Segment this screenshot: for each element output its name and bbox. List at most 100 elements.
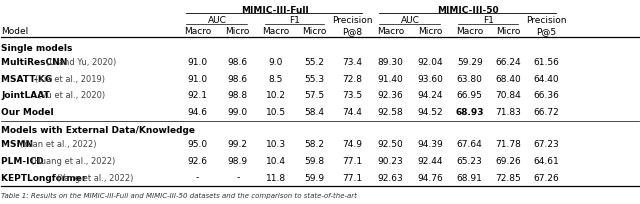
Text: F1: F1 bbox=[483, 16, 494, 25]
Text: 58.4: 58.4 bbox=[304, 108, 324, 116]
Text: KEPTLongformer: KEPTLongformer bbox=[1, 173, 90, 182]
Text: JointLAAT: JointLAAT bbox=[1, 91, 53, 100]
Text: MSATT-KG: MSATT-KG bbox=[1, 75, 56, 83]
Text: 73.5: 73.5 bbox=[342, 91, 363, 100]
Text: 94.76: 94.76 bbox=[417, 173, 443, 182]
Text: 11.8: 11.8 bbox=[266, 173, 286, 182]
Text: 66.24: 66.24 bbox=[495, 58, 521, 67]
Text: Micro: Micro bbox=[302, 27, 326, 36]
Text: 89.30: 89.30 bbox=[378, 58, 404, 67]
Text: 92.50: 92.50 bbox=[378, 140, 404, 149]
Text: 8.5: 8.5 bbox=[269, 75, 284, 83]
Text: 92.63: 92.63 bbox=[378, 173, 404, 182]
Text: 94.39: 94.39 bbox=[417, 140, 443, 149]
Text: 91.0: 91.0 bbox=[188, 58, 208, 67]
Text: (Yuan et al., 2022): (Yuan et al., 2022) bbox=[20, 140, 97, 149]
Text: Precision: Precision bbox=[526, 16, 566, 25]
Text: 66.95: 66.95 bbox=[457, 91, 483, 100]
Text: 68.91: 68.91 bbox=[457, 173, 483, 182]
Text: 92.44: 92.44 bbox=[417, 156, 443, 165]
Text: 61.56: 61.56 bbox=[533, 58, 559, 67]
Text: Micro: Micro bbox=[418, 27, 442, 36]
Text: 65.23: 65.23 bbox=[457, 156, 483, 165]
Text: 98.6: 98.6 bbox=[228, 58, 248, 67]
Text: 71.83: 71.83 bbox=[495, 108, 521, 116]
Text: 73.4: 73.4 bbox=[342, 58, 362, 67]
Text: 93.60: 93.60 bbox=[417, 75, 443, 83]
Text: 67.26: 67.26 bbox=[533, 173, 559, 182]
Text: 92.6: 92.6 bbox=[188, 156, 207, 165]
Text: 57.5: 57.5 bbox=[304, 91, 324, 100]
Text: -: - bbox=[196, 173, 199, 182]
Text: 63.80: 63.80 bbox=[457, 75, 483, 83]
Text: 94.24: 94.24 bbox=[417, 91, 443, 100]
Text: 72.8: 72.8 bbox=[342, 75, 362, 83]
Text: 55.3: 55.3 bbox=[304, 75, 324, 83]
Text: 99.0: 99.0 bbox=[228, 108, 248, 116]
Text: 10.3: 10.3 bbox=[266, 140, 286, 149]
Text: 64.40: 64.40 bbox=[533, 75, 559, 83]
Text: 58.2: 58.2 bbox=[304, 140, 324, 149]
Text: Our Model: Our Model bbox=[1, 108, 54, 116]
Text: 92.58: 92.58 bbox=[378, 108, 404, 116]
Text: 68.93: 68.93 bbox=[456, 108, 484, 116]
Text: 9.0: 9.0 bbox=[269, 58, 284, 67]
Text: 99.2: 99.2 bbox=[228, 140, 248, 149]
Text: 98.8: 98.8 bbox=[228, 91, 248, 100]
Text: 92.36: 92.36 bbox=[378, 91, 404, 100]
Text: 98.9: 98.9 bbox=[228, 156, 248, 165]
Text: Macro: Macro bbox=[456, 27, 483, 36]
Text: 10.2: 10.2 bbox=[266, 91, 286, 100]
Text: AUC: AUC bbox=[208, 16, 227, 25]
Text: 94.6: 94.6 bbox=[188, 108, 207, 116]
Text: 95.0: 95.0 bbox=[188, 140, 208, 149]
Text: Model: Model bbox=[1, 27, 29, 36]
Text: Precision: Precision bbox=[332, 16, 372, 25]
Text: 10.4: 10.4 bbox=[266, 156, 286, 165]
Text: (Li and Yu, 2020): (Li and Yu, 2020) bbox=[45, 58, 116, 67]
Text: (Yang et al., 2022): (Yang et al., 2022) bbox=[57, 173, 133, 182]
Text: 74.4: 74.4 bbox=[342, 108, 362, 116]
Text: 67.23: 67.23 bbox=[533, 140, 559, 149]
Text: MIMIC-III-Full: MIMIC-III-Full bbox=[241, 6, 308, 15]
Text: 59.8: 59.8 bbox=[304, 156, 324, 165]
Text: Micro: Micro bbox=[496, 27, 520, 36]
Text: 90.23: 90.23 bbox=[378, 156, 404, 165]
Text: MSMN: MSMN bbox=[1, 140, 36, 149]
Text: 92.1: 92.1 bbox=[188, 91, 207, 100]
Text: 72.85: 72.85 bbox=[495, 173, 521, 182]
Text: Macro: Macro bbox=[262, 27, 290, 36]
Text: MIMIC-III-50: MIMIC-III-50 bbox=[437, 6, 499, 15]
Text: 71.78: 71.78 bbox=[495, 140, 521, 149]
Text: 66.72: 66.72 bbox=[533, 108, 559, 116]
Text: 69.26: 69.26 bbox=[495, 156, 521, 165]
Text: Macro: Macro bbox=[184, 27, 211, 36]
Text: 59.9: 59.9 bbox=[304, 173, 324, 182]
Text: 77.1: 77.1 bbox=[342, 156, 363, 165]
Text: PLM-ICD: PLM-ICD bbox=[1, 156, 47, 165]
Text: (Vu et al., 2020): (Vu et al., 2020) bbox=[38, 91, 106, 100]
Text: 77.1: 77.1 bbox=[342, 173, 363, 182]
Text: Table 1: Results on the MIMIC-III-Full and MIMIC-III-50 datasets and the compari: Table 1: Results on the MIMIC-III-Full a… bbox=[1, 192, 357, 198]
Text: Macro: Macro bbox=[377, 27, 404, 36]
Text: -: - bbox=[236, 173, 239, 182]
Text: 68.40: 68.40 bbox=[495, 75, 521, 83]
Text: F1: F1 bbox=[289, 16, 300, 25]
Text: 74.9: 74.9 bbox=[342, 140, 362, 149]
Text: (Huang et al., 2022): (Huang et al., 2022) bbox=[31, 156, 115, 165]
Text: 55.2: 55.2 bbox=[304, 58, 324, 67]
Text: AUC: AUC bbox=[401, 16, 420, 25]
Text: 70.84: 70.84 bbox=[495, 91, 521, 100]
Text: 66.36: 66.36 bbox=[533, 91, 559, 100]
Text: P@8: P@8 bbox=[342, 27, 363, 36]
Text: 91.40: 91.40 bbox=[378, 75, 404, 83]
Text: 59.29: 59.29 bbox=[457, 58, 483, 67]
Text: 92.04: 92.04 bbox=[417, 58, 443, 67]
Text: 98.6: 98.6 bbox=[228, 75, 248, 83]
Text: 64.61: 64.61 bbox=[533, 156, 559, 165]
Text: 67.64: 67.64 bbox=[457, 140, 483, 149]
Text: (Xie et al., 2019): (Xie et al., 2019) bbox=[35, 75, 105, 83]
Text: 91.0: 91.0 bbox=[188, 75, 208, 83]
Text: 10.5: 10.5 bbox=[266, 108, 286, 116]
Text: Models with External Data/Knowledge: Models with External Data/Knowledge bbox=[1, 125, 195, 134]
